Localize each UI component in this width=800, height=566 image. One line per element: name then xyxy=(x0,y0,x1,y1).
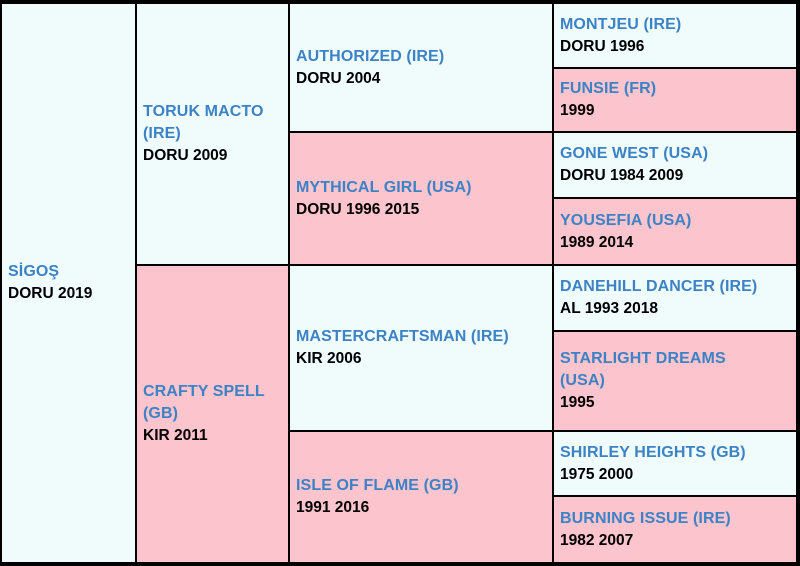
gen3-name: BURNING ISSUE (IRE) xyxy=(560,509,731,527)
sire-dam-info: DORU 1996 2015 xyxy=(296,200,420,218)
sire-sire-name: AUTHORIZED (IRE) xyxy=(296,47,445,65)
sire-info: DORU 2009 xyxy=(143,147,228,164)
dam-name: CRAFTY SPELL (GB) xyxy=(143,383,265,422)
gen3-name: GONE WEST (USA) xyxy=(560,145,709,162)
gen3-info: 1982 2007 xyxy=(560,531,634,549)
gen3-info: DORU 1984 2009 xyxy=(560,167,684,184)
gen3-name: MONTJEU (IRE) xyxy=(560,15,682,33)
sire-dam-cell: MYTHICAL GIRL (USA) DORU 1996 2015 xyxy=(290,133,552,264)
sire-cell: TORUK MACTO (IRE) DORU 2009 xyxy=(137,4,288,264)
gen3-name: STARLIGHT DREAMS (USA) xyxy=(560,350,726,389)
sire-dam-name: MYTHICAL GIRL (USA) xyxy=(296,178,472,196)
gen3-cell-7: SHIRLEY HEIGHTS (GB) 1975 2000 xyxy=(554,432,796,495)
dam-info: KIR 2011 xyxy=(143,427,208,444)
gen3-name: YOUSEFIA (USA) xyxy=(560,211,692,229)
gen3-cell-1: MONTJEU (IRE) DORU 1996 xyxy=(554,4,796,67)
gen3-cell-3: GONE WEST (USA) DORU 1984 2009 xyxy=(554,133,796,197)
horse-cell: SİGOŞ DORU 2019 xyxy=(2,4,135,562)
gen3-cell-2: FUNSIE (FR) 1999 xyxy=(554,69,796,131)
gen3-info: DORU 1996 xyxy=(560,37,645,55)
dam-sire-info: KIR 2006 xyxy=(296,350,362,367)
gen3-info: AL 1993 2018 xyxy=(560,300,658,317)
gen3-info: 1975 2000 xyxy=(560,465,634,483)
dam-dam-name: ISLE OF FLAME (GB) xyxy=(296,477,459,494)
gen3-cell-4: YOUSEFIA (USA) 1989 2014 xyxy=(554,199,796,264)
gen3-info: 1995 xyxy=(560,394,595,411)
gen3-cell-8: BURNING ISSUE (IRE) 1982 2007 xyxy=(554,497,796,562)
sire-name: TORUK MACTO (IRE) xyxy=(143,103,264,142)
dam-dam-cell: ISLE OF FLAME (GB) 1991 2016 xyxy=(290,432,552,562)
sire-sire-info: DORU 2004 xyxy=(296,69,381,87)
gen3-cell-5: DANEHILL DANCER (IRE) AL 1993 2018 xyxy=(554,266,796,330)
gen3-info: 1999 xyxy=(560,102,595,119)
dam-sire-name: MASTERCRAFTSMAN (IRE) xyxy=(296,328,509,345)
gen3-cell-6: STARLIGHT DREAMS (USA) 1995 xyxy=(554,332,796,430)
gen3-name: DANEHILL DANCER (IRE) xyxy=(560,278,758,295)
gen3-info: 1989 2014 xyxy=(560,233,634,251)
horse-info: DORU 2019 xyxy=(8,285,93,302)
dam-dam-info: 1991 2016 xyxy=(296,499,370,516)
horse-name: SİGOŞ xyxy=(8,263,60,280)
gen3-name: FUNSIE (FR) xyxy=(560,80,657,97)
dam-cell: CRAFTY SPELL (GB) KIR 2011 xyxy=(137,266,288,562)
dam-sire-cell: MASTERCRAFTSMAN (IRE) KIR 2006 xyxy=(290,266,552,430)
gen3-name: SHIRLEY HEIGHTS (GB) xyxy=(560,443,746,461)
sire-sire-cell: AUTHORIZED (IRE) DORU 2004 xyxy=(290,4,552,131)
